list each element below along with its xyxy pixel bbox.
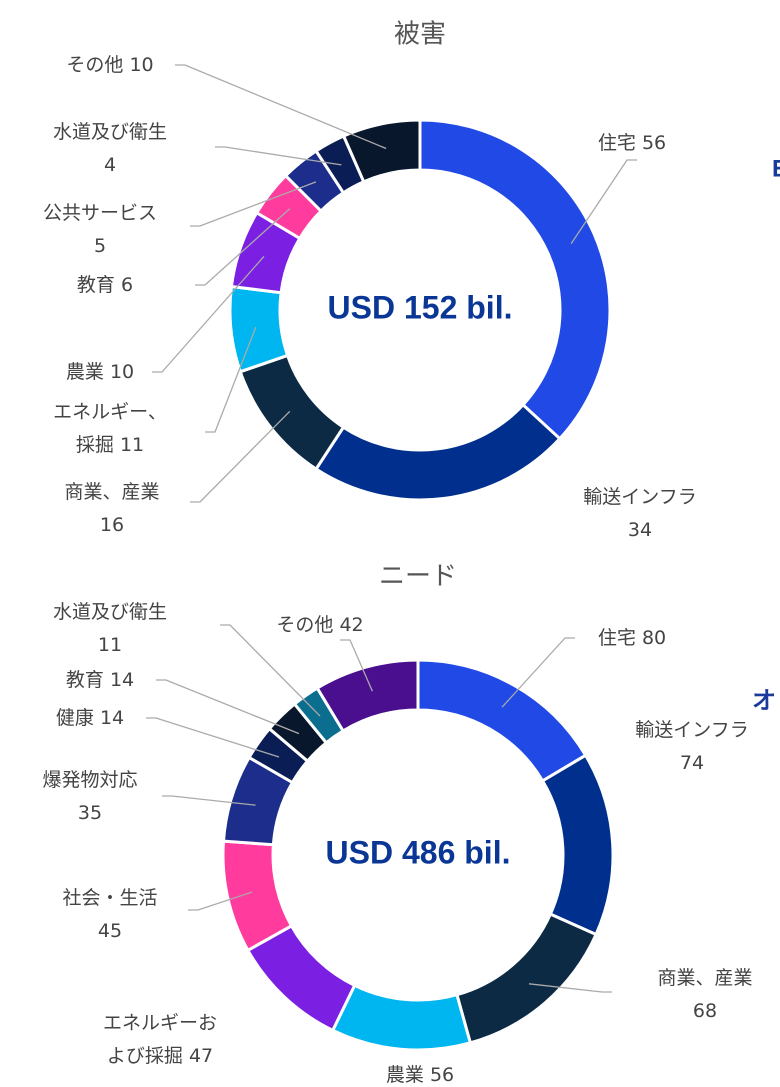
donut-segment <box>315 658 420 733</box>
leader-line <box>190 410 291 503</box>
data-label: 住宅 56 <box>598 127 666 160</box>
donut-segment <box>330 983 473 1052</box>
chart-title: 被害 <box>394 20 446 50</box>
category-name: 社会・生活 <box>62 886 158 909</box>
data-label: 健康 14 <box>56 702 124 735</box>
category-name: 水道及び衛生 <box>52 600 168 623</box>
leader-line <box>220 624 321 717</box>
data-label: その他 10 <box>66 49 153 82</box>
category-name: 農業 <box>65 360 104 383</box>
leader-line <box>340 639 374 692</box>
leader-line <box>528 983 612 993</box>
data-label: 公共サービス 5 <box>43 197 157 263</box>
value-label: 4 <box>103 153 117 176</box>
chart-title: ニード <box>379 562 457 592</box>
category-name: エネルギー、採掘 <box>53 400 167 456</box>
donut-segment <box>238 353 346 472</box>
value-label: 5 <box>93 234 107 257</box>
donut-segment <box>418 118 612 441</box>
data-label: 輸送インフラ 74 <box>635 714 748 780</box>
data-label: 社会・生活 45 <box>62 882 157 948</box>
value-label: 56 <box>429 1063 455 1086</box>
category-name: エネルギーおよび採掘 <box>102 1011 217 1067</box>
data-label: 輸送インフラ 34 <box>583 481 696 547</box>
donut-segment <box>540 753 615 937</box>
category-name: 商業、産業 <box>657 966 753 989</box>
value-label: 80 <box>641 626 667 649</box>
category-name: 農業 <box>385 1063 424 1086</box>
data-label: 住宅 80 <box>598 622 666 655</box>
leader-line <box>175 64 387 150</box>
value-label: 11 <box>119 433 145 456</box>
leader-line <box>205 326 257 433</box>
leader-line <box>156 679 300 735</box>
data-label: 商業、産業 68 <box>657 962 752 1028</box>
data-label: 水道及び衛生 4 <box>53 116 167 182</box>
category-name: 輸送インフラ <box>635 718 749 741</box>
value-label: 42 <box>339 613 364 636</box>
data-label: エネルギーおよび採掘 47 <box>100 1007 220 1073</box>
value-label: 35 <box>77 801 103 824</box>
value-label: 34 <box>627 518 653 541</box>
value-label: 10 <box>109 360 135 383</box>
category-name: 住宅 <box>597 131 636 154</box>
annotation: オ <box>752 687 776 714</box>
center-label: USD 486 bil. <box>326 834 511 870</box>
category-name: 輸送インフラ <box>583 485 697 508</box>
data-label: エネルギー、採掘 11 <box>50 396 170 462</box>
annotation: E <box>772 155 780 182</box>
data-label: 爆発物対応 35 <box>42 764 137 830</box>
value-label: 10 <box>129 53 154 76</box>
category-name: 住宅 <box>597 626 636 649</box>
data-label: 商業、産業 16 <box>64 476 159 542</box>
leader-line <box>146 717 280 758</box>
leader-line <box>190 181 317 227</box>
value-label: 56 <box>641 131 667 154</box>
category-name: その他 <box>66 53 124 76</box>
data-label: 教育 14 <box>66 664 134 697</box>
category-name: その他 <box>276 613 334 636</box>
value-label: 14 <box>109 668 135 691</box>
value-label: 11 <box>97 633 123 656</box>
leader-line <box>152 255 265 373</box>
value-label: 47 <box>188 1044 214 1067</box>
center-label: USD 152 bil. <box>328 289 513 325</box>
data-label: その他 42 <box>276 609 363 642</box>
value-label: 68 <box>692 999 718 1022</box>
leader-line <box>195 208 291 286</box>
category-name: 健康 <box>55 706 94 729</box>
data-label: 水道及び衛生 11 <box>53 596 167 662</box>
leader-line <box>501 637 575 708</box>
category-name: 水道及び衛生 <box>52 120 168 143</box>
value-label: 14 <box>99 706 125 729</box>
donut-segment <box>455 912 599 1045</box>
value-label: 6 <box>120 273 134 296</box>
category-name: 教育 <box>76 273 115 296</box>
data-label: 農業 10 <box>66 356 134 389</box>
value-label: 74 <box>679 751 705 774</box>
data-label: 農業 56 <box>386 1059 454 1087</box>
leader-line <box>162 795 256 806</box>
donut-segment <box>341 118 422 184</box>
category-name: 商業、産業 <box>64 480 160 503</box>
value-label: 16 <box>99 513 125 536</box>
leader-line <box>215 146 342 166</box>
donut-segment <box>416 658 588 783</box>
donut-segment <box>228 284 290 374</box>
data-label: 教育 6 <box>77 269 133 302</box>
category-name: 教育 <box>65 668 104 691</box>
donut-segment <box>314 402 562 502</box>
category-name: 公共サービス <box>42 201 158 224</box>
leader-line <box>570 159 637 245</box>
value-label: 45 <box>97 919 123 942</box>
category-name: 爆発物対応 <box>42 768 138 791</box>
leader-line <box>188 891 253 911</box>
